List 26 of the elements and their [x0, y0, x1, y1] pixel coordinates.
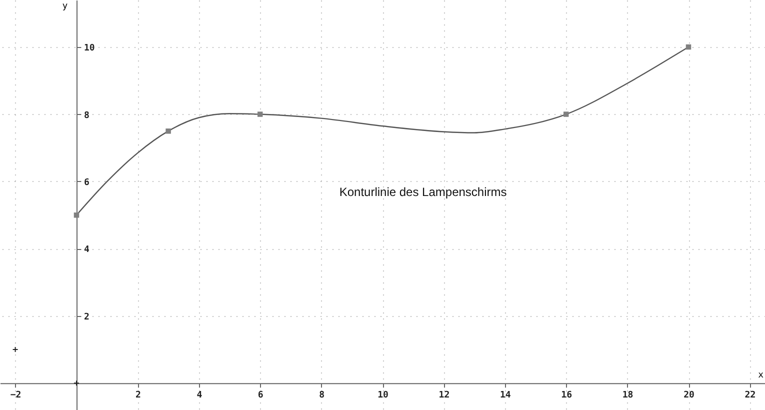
- y-axis-title: y: [62, 2, 68, 12]
- y-tick-label: 6: [84, 178, 90, 188]
- point: [166, 128, 171, 134]
- x-tick-label: 2: [135, 390, 141, 401]
- x-tick-label: 4: [196, 390, 203, 401]
- point: [74, 380, 80, 386]
- x-tick-label: −2: [10, 390, 22, 401]
- x-tick-label: 18: [622, 390, 634, 401]
- y-tick-label: 10: [84, 44, 95, 54]
- y-tick-label: 4: [84, 245, 90, 256]
- y-tick-label: 2: [84, 312, 90, 322]
- x-tick-label: 14: [500, 390, 512, 401]
- point: [563, 112, 569, 117]
- x-axis-title: x: [758, 370, 764, 381]
- point: [686, 44, 692, 50]
- x-tick-label: 12: [438, 390, 450, 401]
- x-tick-label: 22: [744, 390, 756, 401]
- annotation: Konturlinie des Lampenschirms: [339, 184, 507, 199]
- x-tick-label: 6: [258, 390, 264, 401]
- x-tick-label: 20: [684, 390, 694, 401]
- x-tick-label: 16: [561, 390, 572, 401]
- x-tick-label: 10: [378, 390, 388, 401]
- point: [257, 112, 263, 117]
- point: [74, 212, 80, 218]
- x-tick-label: 8: [319, 390, 325, 401]
- y-tick-label: 8: [84, 110, 90, 121]
